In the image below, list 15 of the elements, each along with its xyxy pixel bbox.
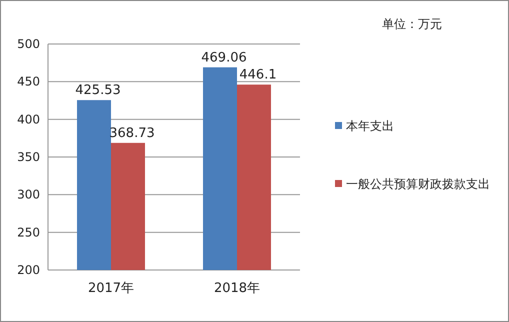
y-tick-label: 500	[17, 37, 40, 51]
y-tick-label: 300	[17, 188, 40, 202]
y-tick-label: 350	[17, 150, 40, 164]
legend-label: 一般公共预算财政拨款支出	[346, 177, 490, 191]
y-tick-label: 200	[17, 263, 40, 277]
y-tick-label: 450	[17, 74, 40, 89]
data-label: 446.1	[239, 68, 277, 83]
y-tick-label: 400	[17, 112, 40, 126]
legend-label: 本年支出	[346, 119, 394, 133]
data-label: 425.53	[75, 83, 121, 98]
data-label: 469.06	[201, 50, 247, 66]
x-tick-label: 2018年	[214, 281, 260, 296]
y-tick-label: 250	[17, 225, 40, 240]
x-tick-label: 2017年	[88, 281, 134, 296]
text: 单位：万元	[382, 17, 442, 31]
